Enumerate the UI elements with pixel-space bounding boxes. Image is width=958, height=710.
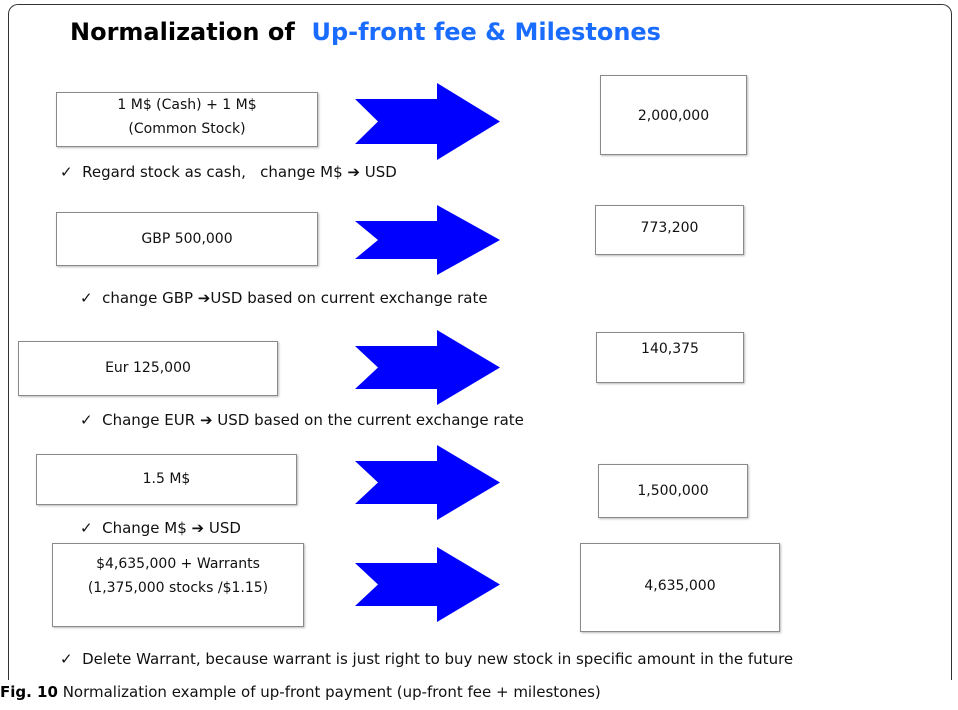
figure-frame — [8, 4, 952, 680]
target-text: 773,200 — [640, 220, 699, 236]
source-text: GBP 500,000 — [141, 231, 233, 247]
arrow — [355, 205, 500, 275]
source-box: 1 M$ (Cash) + 1 M$ (Common Stock) — [56, 92, 318, 147]
arrow — [355, 83, 500, 160]
target-text: 140,375 — [641, 341, 699, 357]
target-text: 1,500,000 — [637, 483, 709, 499]
title: Normalization of Up-front fee & Mileston… — [70, 18, 661, 46]
target-text: 2,000,000 — [637, 108, 710, 124]
note: ✓ change GBP ➔USD based on current excha… — [80, 289, 488, 307]
target-box: 773,200 — [595, 205, 744, 255]
arrow — [355, 330, 500, 405]
source-box: $4,635,000 + Warrants (1,375,000 stocks /… — [52, 543, 304, 627]
arrow — [355, 547, 500, 622]
target-box: 2,000,000 — [600, 75, 747, 155]
source-text: Eur 125,000 — [105, 360, 191, 376]
source-text: (Common Stock) — [128, 121, 246, 137]
note: ✓ Change M$ ➔ USD — [80, 519, 241, 537]
target-text: 4,635,000 — [644, 578, 716, 594]
title-part: Normalization of — [70, 18, 295, 46]
note: ✓ Regard stock as cash, change M$ ➔ USD — [60, 163, 397, 181]
source-text: $4,635,000 + Warrants — [96, 556, 260, 572]
source-text: (1,375,000 stocks /$1.15) — [87, 580, 269, 596]
caption-text: Normalization example of up-front paymen… — [57, 683, 601, 701]
caption: Fig. 10 Normalization example of up-fron… — [0, 683, 601, 701]
source-box: GBP 500,000 — [56, 212, 318, 266]
source-text: 1 M$ (Cash) + 1 M$ — [117, 97, 257, 113]
note: ✓ Delete Warrant, because warrant is jus… — [60, 650, 794, 668]
target-box: 140,375 — [596, 332, 744, 383]
source-box: 1.5 M$ — [36, 454, 297, 505]
source-box: Eur 125,000 — [18, 341, 278, 396]
note: ✓ Change EUR ➔ USD based on the current … — [80, 411, 524, 429]
target-box: 1,500,000 — [598, 464, 748, 518]
title-highlight: Up-front fee & Milestones — [311, 18, 661, 46]
target-box: 4,635,000 — [580, 543, 780, 632]
caption-label: Fig. 10 — [0, 683, 58, 701]
arrow — [355, 445, 500, 520]
source-text: 1.5 M$ — [142, 471, 191, 487]
